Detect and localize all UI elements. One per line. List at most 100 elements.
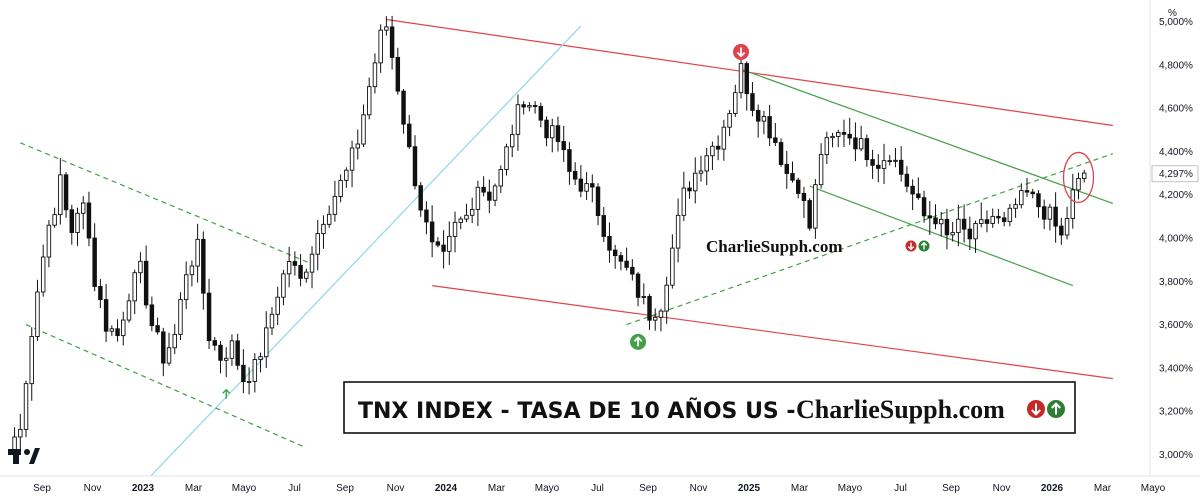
candle-up bbox=[35, 291, 40, 337]
candle-down bbox=[1030, 191, 1035, 195]
candle-down bbox=[921, 197, 927, 217]
candle-up bbox=[223, 357, 229, 361]
candle-down bbox=[853, 137, 858, 150]
x-tick-label: Mar bbox=[488, 483, 506, 494]
x-tick-label: Sep bbox=[639, 483, 657, 494]
candle-down bbox=[618, 255, 624, 262]
candle-up bbox=[58, 174, 63, 216]
candle-up bbox=[550, 125, 555, 139]
candle-down bbox=[795, 179, 801, 194]
candle-up bbox=[80, 202, 86, 214]
candle-down bbox=[624, 260, 629, 268]
x-tick-label: Sep bbox=[33, 483, 51, 494]
trendline-green-dash-lower bbox=[25, 323, 307, 449]
x-tick-label: Mayo bbox=[838, 483, 863, 494]
candle-up bbox=[195, 238, 200, 267]
candle-up bbox=[29, 336, 34, 385]
candle-down bbox=[435, 241, 441, 246]
candle-up bbox=[355, 143, 361, 149]
candle-down bbox=[778, 142, 784, 165]
candle-up bbox=[332, 195, 338, 215]
x-tick-label: Nov bbox=[84, 483, 102, 494]
candle-up bbox=[126, 300, 132, 321]
candle-up bbox=[956, 218, 961, 234]
candle-up bbox=[1076, 177, 1081, 191]
candle-down bbox=[441, 244, 446, 252]
candle-up bbox=[132, 272, 137, 302]
candle-up bbox=[990, 215, 995, 224]
candle-down bbox=[538, 106, 544, 121]
candle-down bbox=[235, 340, 240, 366]
title-box: TNX INDEX - TASA DE 10 AÑOS US - Charlie… bbox=[343, 381, 1076, 434]
candle-up bbox=[698, 170, 704, 174]
highlight-ellipse bbox=[1062, 151, 1095, 204]
candle-down bbox=[149, 304, 155, 327]
candle-down bbox=[292, 261, 298, 266]
candle-up bbox=[46, 224, 52, 258]
candle-up bbox=[721, 126, 727, 150]
candles-layer bbox=[12, 15, 1087, 464]
candle-down bbox=[961, 218, 967, 230]
candle-up bbox=[344, 169, 349, 181]
x-tick-label: Nov bbox=[387, 483, 405, 494]
candle-up bbox=[252, 359, 258, 382]
candle-up bbox=[469, 208, 475, 216]
trendline-cyan-trend bbox=[139, 25, 582, 488]
watermark-down-arrow bbox=[907, 242, 915, 251]
candle-up bbox=[492, 185, 498, 201]
candle-down bbox=[401, 90, 406, 125]
markers-layer bbox=[222, 43, 1095, 399]
x-tick-label: 2023 bbox=[132, 483, 155, 494]
candle-down bbox=[389, 26, 395, 58]
candle-down bbox=[910, 185, 915, 195]
candle-down bbox=[767, 116, 772, 139]
candle-down bbox=[750, 93, 755, 111]
y-tick-label: 3,000% bbox=[1159, 450, 1193, 461]
candle-down bbox=[161, 331, 166, 364]
title-brand: CharlieSupph.com bbox=[796, 395, 1005, 424]
tradingview-logo bbox=[8, 448, 40, 464]
y-axis-unit: % bbox=[1168, 8, 1177, 19]
candle-up bbox=[1081, 172, 1087, 179]
candle-up bbox=[761, 116, 767, 122]
candle-down bbox=[1036, 193, 1041, 208]
trendline-red-lower bbox=[432, 285, 1113, 380]
candle-down bbox=[647, 296, 652, 321]
candle-down bbox=[1053, 206, 1058, 227]
candle-up bbox=[378, 29, 383, 64]
candle-down bbox=[784, 164, 790, 174]
x-tick-label: Nov bbox=[993, 483, 1011, 494]
candle-up bbox=[109, 328, 115, 332]
candle-down bbox=[996, 215, 1001, 219]
tv-logo-bar bbox=[8, 449, 21, 455]
candle-up bbox=[189, 265, 195, 276]
candle-down bbox=[590, 183, 595, 188]
x-axis-background bbox=[0, 476, 1150, 498]
candle-up bbox=[447, 235, 452, 252]
candle-up bbox=[246, 380, 252, 383]
candle-down bbox=[98, 285, 103, 301]
candle-up bbox=[675, 214, 681, 249]
candle-up bbox=[1064, 218, 1070, 236]
candle-down bbox=[944, 218, 950, 236]
candle-down bbox=[532, 105, 538, 107]
candle-down bbox=[155, 325, 160, 333]
candle-down bbox=[864, 138, 870, 161]
x-tick-label: Jul bbox=[894, 483, 907, 494]
candle-up bbox=[264, 327, 269, 358]
y-tick-label: 5,000% bbox=[1159, 17, 1193, 28]
candle-down bbox=[298, 264, 303, 279]
candle-down bbox=[790, 173, 795, 181]
candle-down bbox=[143, 260, 149, 306]
candle-up bbox=[658, 310, 664, 318]
candle-up bbox=[75, 212, 80, 233]
candle-up bbox=[733, 92, 738, 114]
candle-up bbox=[229, 340, 235, 359]
last-price-label: 4,297% bbox=[1159, 169, 1193, 180]
candle-down bbox=[69, 209, 75, 233]
candle-up bbox=[458, 218, 463, 223]
candle-down bbox=[841, 132, 847, 135]
candle-up bbox=[979, 219, 984, 224]
candle-up bbox=[23, 383, 29, 430]
up-arrow-icon bbox=[633, 336, 643, 347]
